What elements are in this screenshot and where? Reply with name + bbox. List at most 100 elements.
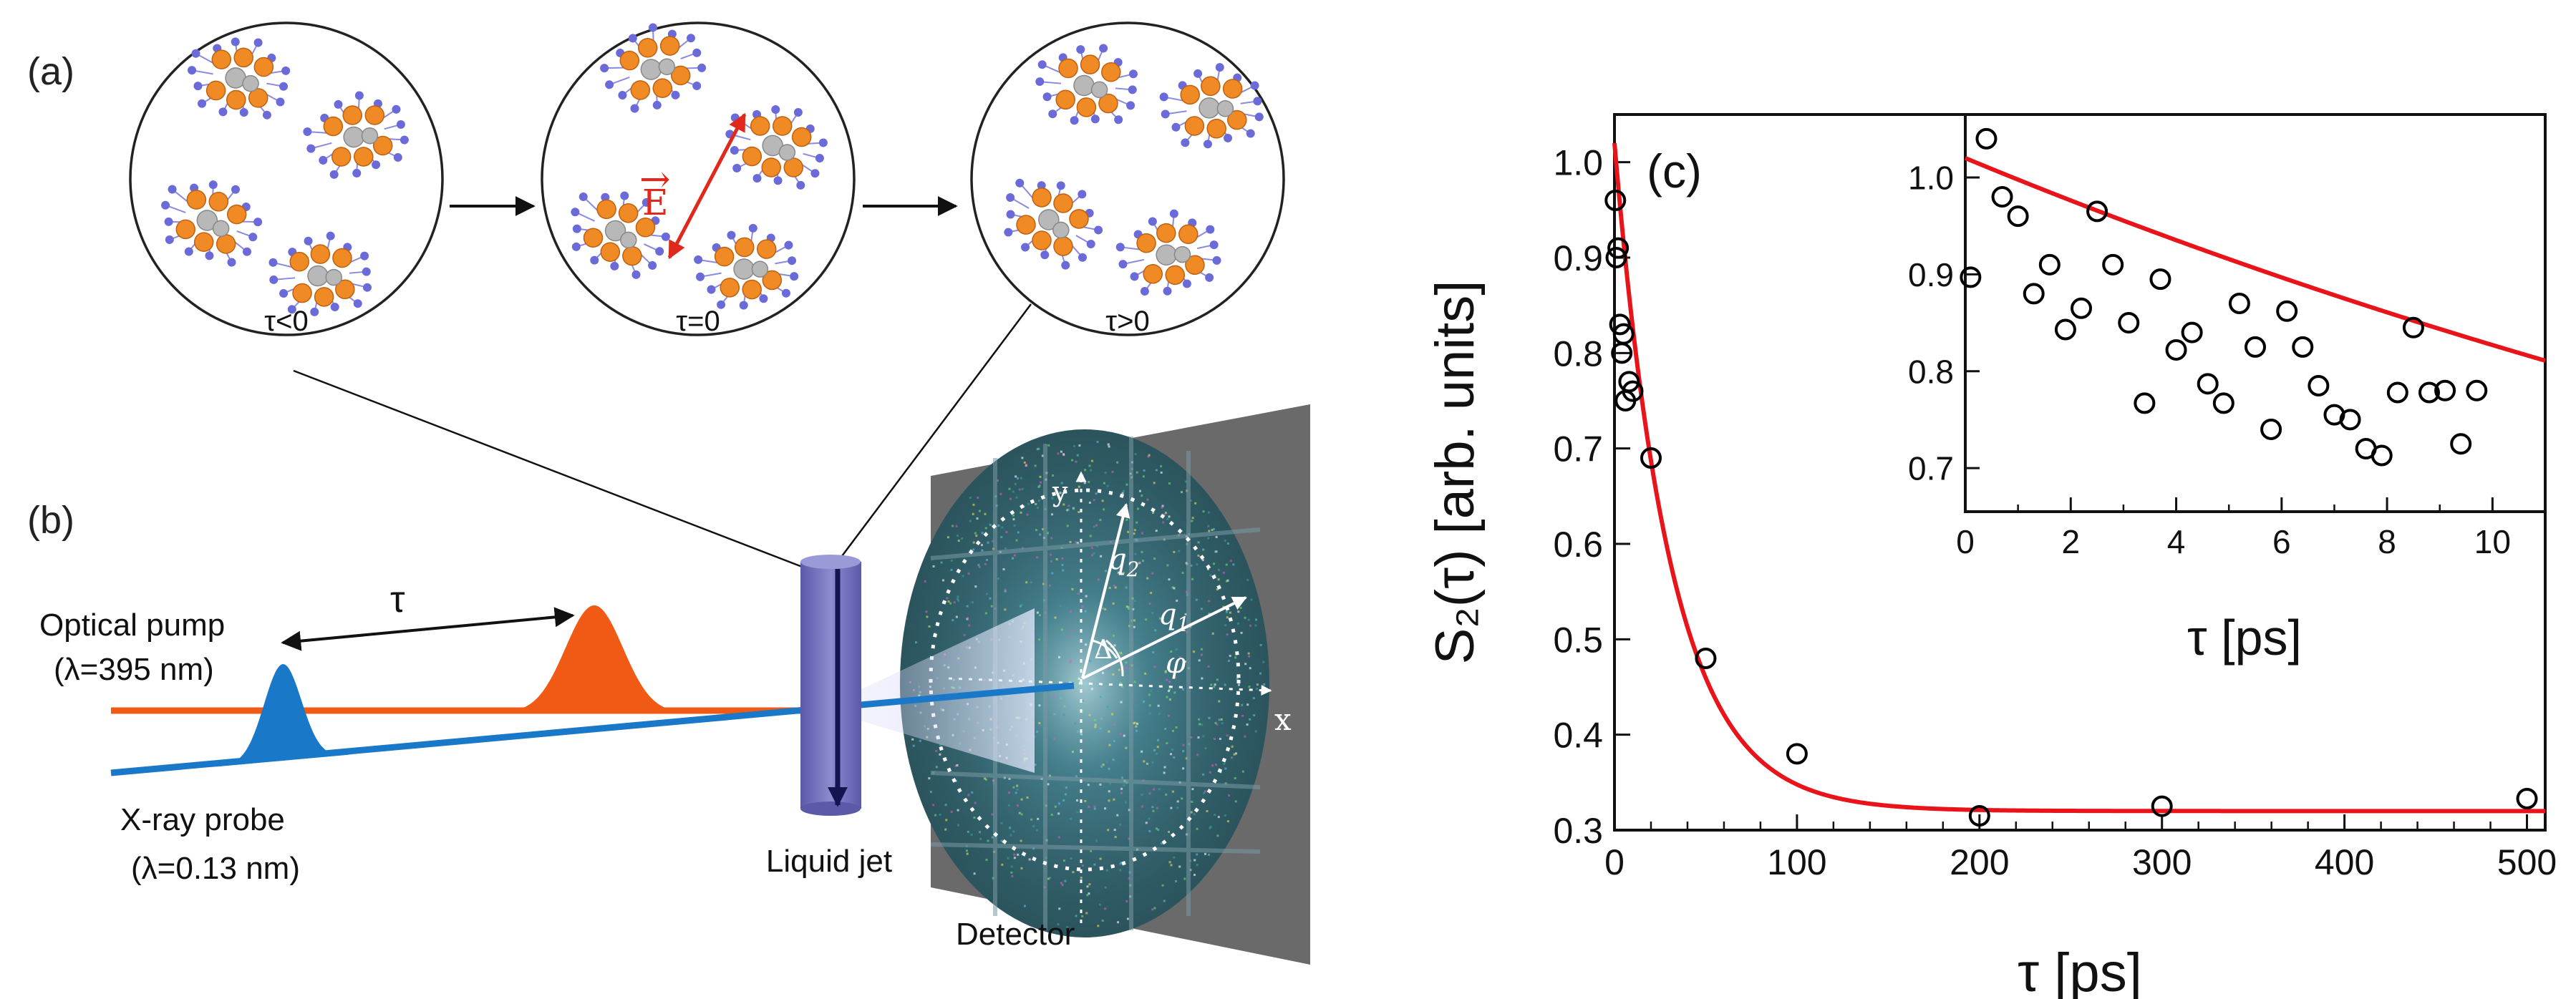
speckle-pixel xyxy=(1088,464,1091,467)
speckle-pixel xyxy=(946,597,949,600)
speckle-pixel xyxy=(1075,541,1078,544)
speckle-pixel xyxy=(1182,750,1185,753)
speckle-pixel xyxy=(1161,505,1164,507)
speckle-pixel xyxy=(1207,537,1210,540)
speckle-pixel xyxy=(1041,454,1044,457)
speckle-pixel xyxy=(1069,540,1072,543)
speckle-pixel xyxy=(1030,818,1033,821)
metal-atom xyxy=(1156,223,1176,243)
ligand-atom xyxy=(1126,101,1136,110)
speckle-pixel xyxy=(987,541,989,544)
y-axis-label: y xyxy=(1052,476,1068,507)
data-point xyxy=(2054,318,2076,341)
speckle-pixel xyxy=(1138,489,1141,492)
speckle-pixel xyxy=(974,532,977,535)
metal-atom xyxy=(750,116,770,136)
speckle-pixel xyxy=(1108,587,1111,590)
metal-atom xyxy=(1185,255,1205,276)
metal-atom xyxy=(762,270,783,291)
metal-atom xyxy=(332,248,352,268)
speckle-pixel xyxy=(963,633,966,636)
probe-name: X-ray probe xyxy=(120,802,285,837)
ligand-atom xyxy=(1163,286,1172,296)
speckle-pixel xyxy=(1173,691,1176,694)
speckle-pixel xyxy=(1152,650,1155,653)
ligand-atom xyxy=(1128,69,1138,79)
speckle-pixel xyxy=(1079,734,1082,737)
speckle-pixel xyxy=(968,624,971,627)
speckle-pixel xyxy=(1093,863,1096,866)
metal-atom xyxy=(637,38,658,58)
field-vector-mark: → xyxy=(639,158,671,201)
ligand-atom xyxy=(818,138,828,147)
speckle-pixel xyxy=(1216,723,1219,726)
speckle-pixel xyxy=(1093,499,1095,502)
speckle-pixel xyxy=(1143,760,1146,763)
metal-atom xyxy=(211,49,232,69)
speckle-pixel xyxy=(1085,912,1088,915)
ligand-atom xyxy=(572,224,581,233)
data-point xyxy=(1609,313,1631,336)
ligand-atom xyxy=(1115,243,1125,252)
speckle-pixel xyxy=(1141,494,1143,497)
speckle-pixel xyxy=(1089,535,1092,537)
data-point xyxy=(2276,300,2298,322)
data-point xyxy=(2212,392,2234,414)
speckle-pixel xyxy=(1004,547,1007,550)
speckle-pixel xyxy=(1141,550,1143,553)
speckle-pixel xyxy=(1207,525,1210,527)
center-atom xyxy=(1052,221,1070,239)
speckle-pixel xyxy=(991,836,994,839)
speckle-pixel xyxy=(1202,773,1205,776)
speckle-pixel xyxy=(1178,656,1181,658)
ligand-atom xyxy=(1094,225,1103,235)
ligand-atom xyxy=(618,91,627,100)
speckle-pixel xyxy=(1060,605,1062,608)
speckle-pixel xyxy=(1166,564,1169,567)
speckle-pixel xyxy=(965,849,968,852)
speckle-pixel xyxy=(967,830,969,833)
speckle-pixel xyxy=(1101,920,1104,922)
speckle-pixel xyxy=(1147,455,1150,458)
speckle-pixel xyxy=(1100,717,1103,720)
speckle-pixel xyxy=(1214,550,1217,553)
center-atom xyxy=(658,58,676,76)
speckle-pixel xyxy=(1081,864,1084,867)
speckle-pixel xyxy=(1136,471,1138,474)
speckle-pixel xyxy=(1017,477,1020,480)
speckle-pixel xyxy=(1190,564,1193,567)
speckle-pixel xyxy=(978,831,981,834)
speckle-pixel xyxy=(1125,586,1128,589)
speckle-pixel xyxy=(952,619,954,622)
ligand-atom xyxy=(279,82,289,91)
speckle-pixel xyxy=(1013,525,1016,527)
speckle-pixel xyxy=(1231,756,1234,759)
speckle-pixel xyxy=(1040,481,1042,484)
speckle-pixel xyxy=(1141,750,1143,753)
speckle-pixel xyxy=(1208,613,1211,615)
ligand-atom xyxy=(329,170,339,179)
data-point xyxy=(2197,373,2219,395)
speckle-pixel xyxy=(1178,550,1181,552)
x-tick-label: 2 xyxy=(2061,523,2080,560)
speckle-pixel xyxy=(944,804,947,806)
speckle-pixel xyxy=(1038,721,1041,724)
speckle-pixel xyxy=(1225,610,1228,613)
metal-atom xyxy=(186,190,207,210)
metal-atom xyxy=(659,36,680,56)
speckle-pixel xyxy=(1153,557,1156,560)
speckle-pixel xyxy=(1020,477,1022,479)
speckle-pixel xyxy=(1118,823,1121,826)
speckle-pixel xyxy=(1244,663,1247,666)
speckle-pixel xyxy=(1088,480,1090,483)
speckle-pixel xyxy=(1148,454,1151,457)
ligand-atom xyxy=(631,270,641,279)
speckle-pixel xyxy=(1016,784,1019,787)
ligand-atom xyxy=(184,247,193,256)
speckle-pixel xyxy=(1113,585,1116,588)
speckle-pixel xyxy=(1134,453,1137,456)
ligand-atom xyxy=(310,307,319,316)
ligand-atom xyxy=(372,160,381,170)
speckle-pixel xyxy=(1250,598,1253,601)
ligand-atom xyxy=(1171,122,1181,132)
